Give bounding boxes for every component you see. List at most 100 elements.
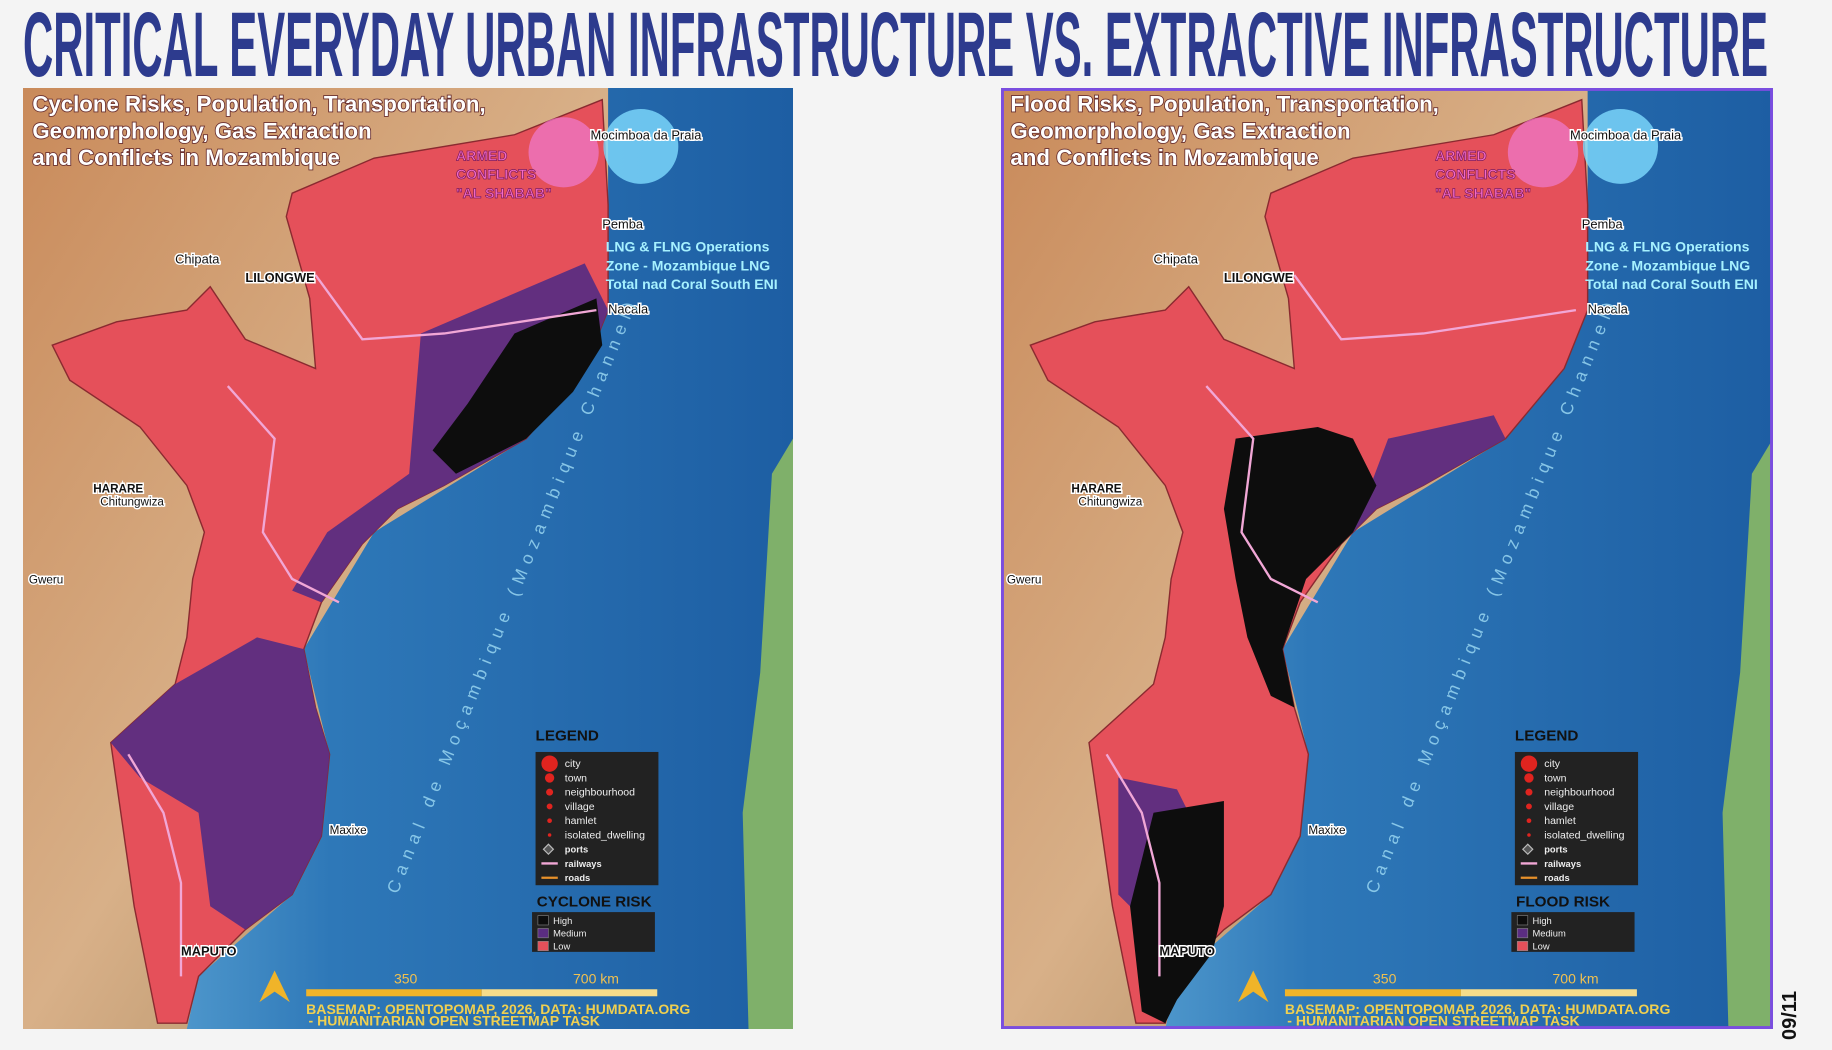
page-number-box: 09/11 xyxy=(1779,991,1801,1040)
railway xyxy=(226,385,340,604)
credit: BASEMAP: OPENTOPOMAP, 2026, DATA: HUMDAT… xyxy=(306,1001,690,1017)
north-arrow xyxy=(259,970,290,1003)
panel-border xyxy=(1001,88,1773,1029)
map-panel: Mocimboa da Praia Pemba Nacala Chipata LILON… xyxy=(1001,88,1773,1029)
place-label: HARARE xyxy=(93,482,143,495)
lng-zone xyxy=(603,109,679,184)
conflict-label: ARMED xyxy=(1435,147,1487,163)
north-arrow xyxy=(1237,970,1269,1003)
madagascar xyxy=(742,438,793,1029)
scale-bar xyxy=(481,989,658,997)
place-label: Chitungwiza xyxy=(100,495,164,508)
map-title: Geomorphology, Gas Extraction xyxy=(1010,118,1350,143)
conflict-zone xyxy=(528,117,599,188)
place-label: Pemba xyxy=(602,216,644,231)
legend-symbol xyxy=(1526,818,1532,824)
legend-symbol xyxy=(546,788,554,796)
map-title: and Conflicts in Mozambique xyxy=(1010,145,1318,170)
map-panel: Mocimboa da Praia Pemba Nacala Chipata LILON… xyxy=(23,88,793,1029)
risk-high-area xyxy=(432,298,603,474)
legend-label: town xyxy=(1544,772,1566,784)
scale-label: 700 km xyxy=(573,970,619,986)
legend-label: isolated_dwelling xyxy=(565,829,645,841)
legend-label: hamlet xyxy=(1544,815,1576,827)
scale-label: 350 xyxy=(394,970,418,986)
scale-label: 700 km xyxy=(1552,970,1598,986)
conflict-label: CONFLICTS xyxy=(456,166,536,182)
risk-label: Medium xyxy=(1532,929,1566,939)
railway xyxy=(1205,385,1319,604)
map-title: Cyclone Risks, Population, Transportatio… xyxy=(32,91,485,116)
risk-title: CYCLONE RISK xyxy=(537,893,652,910)
lng-label: LNG & FLNG Operations xyxy=(606,239,770,255)
legend-label: city xyxy=(565,758,582,770)
legend-label: roads xyxy=(565,873,590,883)
legend-symbol xyxy=(547,818,552,824)
header: CRITICAL EVERYDAY URBAN INFRASTRUCTURE V… xyxy=(23,0,1768,88)
legend-label: isolated_dwelling xyxy=(1544,829,1624,841)
legend-symbol xyxy=(541,755,558,772)
page-number: 09/11 xyxy=(1779,991,1801,1040)
legend-label: railways xyxy=(1544,859,1581,869)
map-title: Geomorphology, Gas Extraction xyxy=(32,118,371,143)
legend-symbol xyxy=(1524,773,1534,783)
lng-label: LNG & FLNG Operations xyxy=(1585,239,1749,255)
risk-swatch xyxy=(1516,928,1529,939)
legend-symbol xyxy=(544,773,555,783)
risk-label: High xyxy=(553,916,572,926)
legend-symbol xyxy=(1520,755,1538,772)
lng-zone xyxy=(1582,109,1659,184)
legend-label: village xyxy=(565,801,595,813)
railway xyxy=(314,274,597,341)
legend-title: LEGEND xyxy=(536,727,599,744)
risk-box xyxy=(1511,912,1635,952)
risk-medium-area xyxy=(110,637,330,930)
risk-swatch xyxy=(537,941,549,951)
place-label: LILONGWE xyxy=(245,270,315,285)
place-label: Nacala xyxy=(1588,302,1629,317)
risk-label: Low xyxy=(1532,942,1549,952)
legend-symbol xyxy=(547,833,552,837)
legend-symbol xyxy=(1526,803,1532,810)
place-label: Chipata xyxy=(1154,251,1199,266)
place-label: MAPUTO xyxy=(181,943,237,958)
legend-label: neighbourhood xyxy=(565,787,635,799)
place-label: Chitungwiza xyxy=(1078,495,1142,508)
legend-label: ports xyxy=(565,845,588,855)
legend-label: town xyxy=(565,772,587,784)
railway xyxy=(1293,274,1577,341)
risk-high-area xyxy=(1223,426,1377,708)
map-title: and Conflicts in Mozambique xyxy=(32,145,340,170)
conflict-zone xyxy=(1507,117,1579,188)
legend-symbol xyxy=(1521,843,1534,856)
credit: - HUMANITARIAN OPEN STREETMAP TASK xyxy=(309,1013,600,1029)
legend-label: railways xyxy=(565,859,602,869)
legend-symbol xyxy=(542,843,555,856)
legend-label: village xyxy=(1544,801,1574,813)
place-label: Gweru xyxy=(1007,574,1042,587)
place-label: LILONGWE xyxy=(1224,270,1294,285)
lng-label: Zone - Mozambique LNG xyxy=(606,257,770,273)
lng-label: Zone - Mozambique LNG xyxy=(1585,257,1750,273)
conflict-label: "AL SHABAB" xyxy=(1435,185,1531,201)
legend-label: city xyxy=(1544,758,1561,770)
conflict-label: CONFLICTS xyxy=(1435,166,1516,182)
lng-label: Total nad Coral South ENI xyxy=(1585,276,1758,292)
risk-title: FLOOD RISK xyxy=(1516,893,1610,910)
map-title: Flood Risks, Population, Transportation, xyxy=(1010,91,1439,116)
risk-swatch xyxy=(1516,941,1529,951)
madagascar xyxy=(1722,438,1773,1029)
place-label: HARARE xyxy=(1071,482,1121,495)
place-label: Maxixe xyxy=(1308,824,1345,837)
legend-title: LEGEND xyxy=(1515,727,1579,744)
risk-label: High xyxy=(1532,916,1551,926)
place-label: Nacala xyxy=(608,302,649,317)
place-label: MAPUTO xyxy=(1159,943,1215,958)
place-label: Pemba xyxy=(1582,216,1624,231)
legend-label: hamlet xyxy=(565,815,597,827)
risk-box xyxy=(532,912,655,952)
legend-symbol xyxy=(1527,833,1531,837)
scale-bar xyxy=(306,989,482,997)
railway xyxy=(127,753,183,977)
